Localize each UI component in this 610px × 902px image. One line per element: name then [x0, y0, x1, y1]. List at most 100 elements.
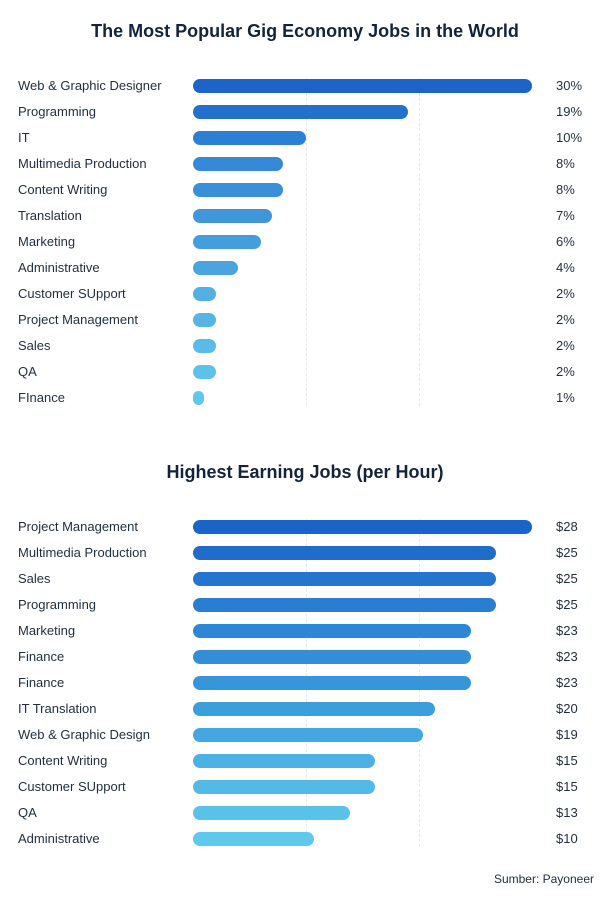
- bar-row: Administrative 4%: [0, 260, 610, 276]
- chart-title: The Most Popular Gig Economy Jobs in the…: [91, 21, 519, 41]
- bar: [193, 598, 496, 612]
- bar-row: Sales 2%: [0, 338, 610, 354]
- bar: [193, 832, 314, 846]
- bar-row: Translation 7%: [0, 208, 610, 224]
- category-label: Sales: [18, 571, 51, 586]
- value-label: $25: [556, 597, 578, 612]
- bar: [193, 780, 375, 794]
- value-label: 2%: [556, 312, 575, 327]
- bar: [193, 702, 435, 716]
- value-label: 2%: [556, 338, 575, 353]
- bar-row: Web & Graphic Designer 30%: [0, 78, 610, 94]
- bar: [193, 79, 532, 93]
- value-label: $13: [556, 805, 578, 820]
- earning-jobs-plot: Project Management $28 Multimedia Producti…: [0, 519, 610, 847]
- category-label: Administrative: [18, 260, 100, 275]
- bar: [193, 572, 496, 586]
- bar-row: Multimedia Production $25: [0, 545, 610, 561]
- bar: [193, 209, 272, 223]
- category-label: Finance: [18, 675, 65, 690]
- gridline: [419, 78, 420, 406]
- bar-row: Finance $23: [0, 675, 610, 691]
- value-label: 1%: [556, 390, 575, 405]
- category-label: QA: [18, 805, 37, 820]
- bar: [193, 157, 283, 171]
- value-label: $10: [556, 831, 578, 846]
- bar-row: Marketing $23: [0, 623, 610, 639]
- bar-row: QA $13: [0, 805, 610, 821]
- bar: [193, 676, 471, 690]
- bar-row: QA 2%: [0, 364, 610, 380]
- category-label: Content Writing: [18, 182, 108, 197]
- source-note: Sumber: Payoneer: [493, 872, 594, 886]
- bar: [193, 339, 216, 353]
- bar: [193, 520, 532, 534]
- category-label: IT Translation: [18, 701, 97, 716]
- value-label: 6%: [556, 234, 575, 249]
- bar: [193, 806, 350, 820]
- value-label: $19: [556, 727, 578, 742]
- value-label: 7%: [556, 208, 575, 223]
- bar: [193, 131, 306, 145]
- popular-jobs-plot: Web & Graphic Designer 30% Programming 19% I…: [0, 78, 610, 406]
- bar-row: Sales $25: [0, 571, 610, 587]
- bar: [193, 183, 283, 197]
- category-label: Administrative: [18, 831, 100, 846]
- value-label: $20: [556, 701, 578, 716]
- bar-row: Project Management 2%: [0, 312, 610, 328]
- value-label: $23: [556, 675, 578, 690]
- value-label: 10%: [556, 130, 583, 145]
- bar-row: Content Writing 8%: [0, 182, 610, 198]
- bar-row: IT Translation $20: [0, 701, 610, 717]
- value-label: $23: [556, 623, 578, 638]
- value-label: 8%: [556, 182, 575, 197]
- value-label: 2%: [556, 364, 575, 379]
- category-label: Web & Graphic Designer: [18, 78, 162, 93]
- chart-title: Highest Earning Jobs (per Hour): [166, 462, 444, 482]
- bar: [193, 650, 471, 664]
- value-label: $25: [556, 545, 578, 560]
- category-label: Web & Graphic Design: [18, 727, 150, 742]
- bar: [193, 624, 471, 638]
- bar-row: Finance $23: [0, 649, 610, 665]
- category-label: Finance: [18, 649, 65, 664]
- bar: [193, 313, 216, 327]
- category-label: Customer SUpport: [18, 779, 126, 794]
- bar: [193, 546, 496, 560]
- category-label: QA: [18, 364, 37, 379]
- category-label: Content Writing: [18, 753, 108, 768]
- category-label: Project Management: [18, 519, 138, 534]
- bar-row: Content Writing $15: [0, 753, 610, 769]
- bar: [193, 235, 261, 249]
- category-label: Multimedia Production: [18, 156, 147, 171]
- bar-row: Marketing 6%: [0, 234, 610, 250]
- value-label: 2%: [556, 286, 575, 301]
- bar-row: Web & Graphic Design $19: [0, 727, 610, 743]
- bar-row: Project Management $28: [0, 519, 610, 535]
- value-label: $15: [556, 753, 578, 768]
- bar: [193, 754, 375, 768]
- bar: [193, 391, 204, 405]
- category-label: Marketing: [18, 623, 76, 638]
- bar-row: Programming $25: [0, 597, 610, 613]
- category-label: IT: [18, 130, 30, 145]
- bar-row: Multimedia Production 8%: [0, 156, 610, 172]
- category-label: Project Management: [18, 312, 138, 327]
- bar: [193, 287, 216, 301]
- category-label: Programming: [18, 104, 97, 119]
- bar: [193, 261, 238, 275]
- value-label: $23: [556, 649, 578, 664]
- bar-row: Programming 19%: [0, 104, 610, 120]
- category-label: Programming: [18, 597, 97, 612]
- value-label: $28: [556, 519, 578, 534]
- category-label: FInance: [18, 390, 65, 405]
- gridline: [306, 78, 307, 406]
- value-label: $15: [556, 779, 578, 794]
- category-label: Customer SUpport: [18, 286, 126, 301]
- bar-row: Administrative $10: [0, 831, 610, 847]
- value-label: 4%: [556, 260, 575, 275]
- value-label: 8%: [556, 156, 575, 171]
- category-label: Sales: [18, 338, 51, 353]
- bar: [193, 105, 408, 119]
- bar-row: Customer SUpport 2%: [0, 286, 610, 302]
